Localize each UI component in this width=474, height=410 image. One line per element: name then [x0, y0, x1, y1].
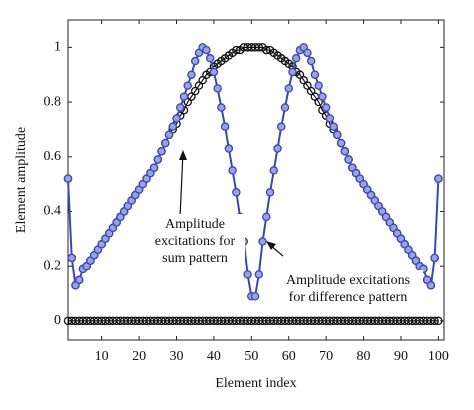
data-point — [258, 237, 267, 246]
annotation-background — [273, 270, 423, 308]
data-point — [190, 56, 200, 66]
x-tick-label: 60 — [282, 349, 296, 364]
data-point — [306, 56, 316, 66]
data-point — [262, 45, 271, 55]
data-point — [325, 114, 335, 123]
data-point — [303, 48, 312, 58]
data-point — [310, 70, 320, 79]
annotation-text: excitations for — [155, 234, 236, 249]
data-point — [288, 67, 297, 77]
data-point — [329, 122, 338, 131]
data-point — [74, 275, 84, 285]
annotation-arrowhead — [266, 241, 276, 250]
data-point — [340, 147, 350, 156]
data-point — [426, 281, 436, 290]
data-point — [434, 174, 443, 183]
annotations: Amplitude excitations for sum pattern Ampli… — [145, 214, 423, 308]
data-point — [224, 144, 234, 153]
data-point — [291, 54, 301, 63]
annotation-background — [145, 214, 245, 269]
data-point — [175, 103, 185, 112]
annotation-text: Amplitude excitations — [286, 273, 410, 288]
data-point — [220, 122, 230, 131]
data-point — [269, 166, 279, 175]
annotation-text: for difference pattern — [289, 290, 408, 305]
data-point — [183, 81, 192, 90]
data-point — [254, 43, 264, 52]
data-point — [217, 103, 226, 112]
data-point — [265, 188, 275, 197]
data-point — [187, 70, 196, 79]
data-point — [161, 138, 170, 148]
y-tick-label: 1 — [54, 40, 61, 55]
data-point — [205, 54, 215, 63]
annotation-text: sum pattern — [162, 251, 228, 266]
data-point — [202, 45, 211, 55]
data-point — [63, 174, 73, 183]
data-point — [284, 84, 293, 93]
y-tick-label: 0.8 — [44, 94, 62, 109]
data-point — [344, 155, 353, 164]
data-point — [228, 166, 237, 175]
data-point — [153, 155, 163, 164]
x-tick-label: 70 — [319, 349, 333, 364]
data-point — [232, 188, 241, 197]
data-point — [280, 103, 290, 112]
x-tick-label: 20 — [132, 349, 146, 364]
data-point — [213, 84, 222, 93]
data-point — [168, 122, 178, 131]
y-tick-label: 0.6 — [44, 149, 62, 164]
data-point — [149, 163, 159, 172]
x-tick-label: 100 — [428, 349, 449, 364]
data-point — [250, 291, 260, 301]
data-point — [164, 130, 174, 140]
data-point — [273, 144, 282, 153]
y-tick-label: 0 — [54, 313, 61, 328]
data-point — [179, 92, 189, 101]
data-point — [262, 212, 271, 222]
data-point — [254, 270, 264, 279]
data-point — [232, 45, 241, 55]
annotation-text: Amplitude — [165, 217, 225, 232]
data-point — [209, 67, 219, 77]
y-axis-label: Element amplitude — [14, 127, 29, 233]
annotation-arrow — [179, 151, 184, 219]
x-tick-label: 80 — [357, 349, 371, 364]
x-tick-label: 90 — [394, 349, 408, 364]
data-point — [336, 138, 346, 148]
data-point — [321, 103, 331, 112]
x-tick-label: 50 — [244, 349, 258, 364]
data-point — [430, 253, 439, 263]
series-line — [67, 45, 440, 298]
series — [63, 316, 443, 326]
data-point — [243, 270, 252, 279]
x-tick-label: 10 — [95, 349, 109, 364]
annotation-arrowhead — [179, 150, 187, 160]
data-point — [277, 122, 286, 131]
y-tick-label: 0.4 — [44, 204, 62, 219]
data-point — [172, 114, 181, 123]
series — [63, 43, 443, 290]
data-point — [318, 92, 327, 101]
data-point — [333, 130, 342, 140]
series-line — [67, 46, 439, 287]
x-axis-label: Element index — [215, 376, 296, 391]
x-tick-label: 40 — [207, 349, 221, 364]
data-point — [157, 147, 166, 156]
x-tick-label: 30 — [169, 349, 183, 364]
data-point — [434, 316, 443, 326]
data-point — [314, 81, 323, 90]
data-point — [430, 316, 439, 326]
series — [63, 43, 443, 301]
data-point — [67, 253, 76, 263]
y-tick-label: 0.2 — [44, 258, 62, 273]
